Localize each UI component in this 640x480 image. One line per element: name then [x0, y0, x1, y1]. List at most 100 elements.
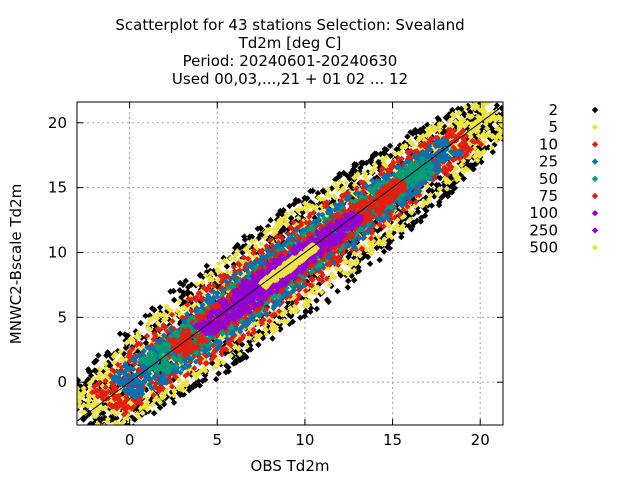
point — [165, 357, 172, 365]
point — [436, 186, 443, 193]
point — [66, 400, 72, 406]
point — [313, 305, 320, 313]
point — [504, 125, 510, 131]
point — [230, 360, 237, 367]
point — [189, 384, 197, 391]
point — [292, 196, 299, 204]
point — [257, 225, 265, 232]
point — [156, 404, 164, 411]
point — [67, 381, 73, 387]
point — [241, 236, 249, 243]
point — [106, 429, 112, 435]
point — [391, 225, 398, 232]
point — [366, 260, 374, 267]
point — [186, 387, 193, 394]
point — [102, 404, 109, 411]
point — [66, 404, 72, 410]
point — [287, 214, 295, 222]
point — [343, 172, 351, 179]
point — [202, 368, 209, 375]
point — [238, 341, 246, 348]
point — [345, 253, 352, 261]
point — [477, 96, 483, 102]
point — [58, 395, 64, 401]
point — [139, 410, 146, 416]
point — [460, 175, 467, 182]
point — [404, 133, 411, 140]
point — [414, 208, 422, 216]
point — [223, 362, 230, 369]
point — [66, 395, 72, 401]
point — [460, 110, 467, 117]
point — [343, 179, 349, 186]
point — [489, 148, 496, 156]
point — [500, 110, 503, 117]
point — [146, 312, 154, 319]
point — [69, 405, 75, 411]
point — [490, 102, 491, 103]
point — [243, 343, 250, 350]
point — [304, 195, 311, 202]
point — [53, 394, 59, 400]
point — [67, 392, 73, 398]
point — [446, 189, 453, 196]
point — [115, 427, 121, 433]
title-line-1: Scatterplot for 43 stations Selection: S… — [115, 16, 464, 34]
point — [289, 209, 295, 216]
point — [398, 233, 405, 241]
point — [380, 248, 388, 255]
point — [222, 369, 230, 376]
point — [506, 122, 512, 128]
point — [392, 150, 399, 157]
point — [68, 381, 74, 387]
point — [144, 406, 151, 413]
point — [170, 287, 177, 295]
point — [173, 307, 180, 314]
point — [309, 187, 316, 195]
point — [149, 305, 156, 312]
point — [212, 376, 220, 383]
point — [381, 146, 388, 153]
point — [404, 212, 411, 219]
point — [508, 116, 514, 122]
point — [324, 296, 331, 304]
point — [199, 377, 206, 385]
point — [131, 423, 135, 425]
point — [376, 256, 383, 264]
point — [86, 368, 94, 376]
point — [377, 150, 384, 158]
point — [504, 129, 510, 135]
point — [247, 346, 255, 353]
point — [502, 121, 503, 122]
point — [367, 157, 375, 164]
point — [509, 117, 515, 123]
point — [428, 202, 435, 209]
point — [208, 359, 216, 367]
point — [203, 262, 210, 270]
point — [167, 288, 174, 295]
point — [239, 249, 246, 256]
point — [364, 253, 372, 261]
point — [262, 234, 269, 241]
point — [103, 352, 110, 359]
point — [469, 165, 476, 172]
point — [505, 123, 511, 129]
point — [59, 400, 65, 406]
point — [509, 113, 515, 119]
point — [111, 426, 117, 432]
title-line-2: Td2m [deg C] — [238, 34, 342, 52]
point — [199, 279, 206, 286]
point — [373, 174, 381, 181]
point — [484, 102, 491, 107]
point — [142, 312, 149, 319]
point — [179, 292, 187, 299]
point — [386, 245, 393, 252]
point — [227, 255, 234, 262]
point — [95, 352, 102, 359]
point — [467, 162, 474, 169]
point — [328, 185, 335, 192]
point — [357, 164, 364, 172]
point — [289, 318, 296, 325]
point — [274, 211, 282, 218]
point — [435, 201, 443, 209]
